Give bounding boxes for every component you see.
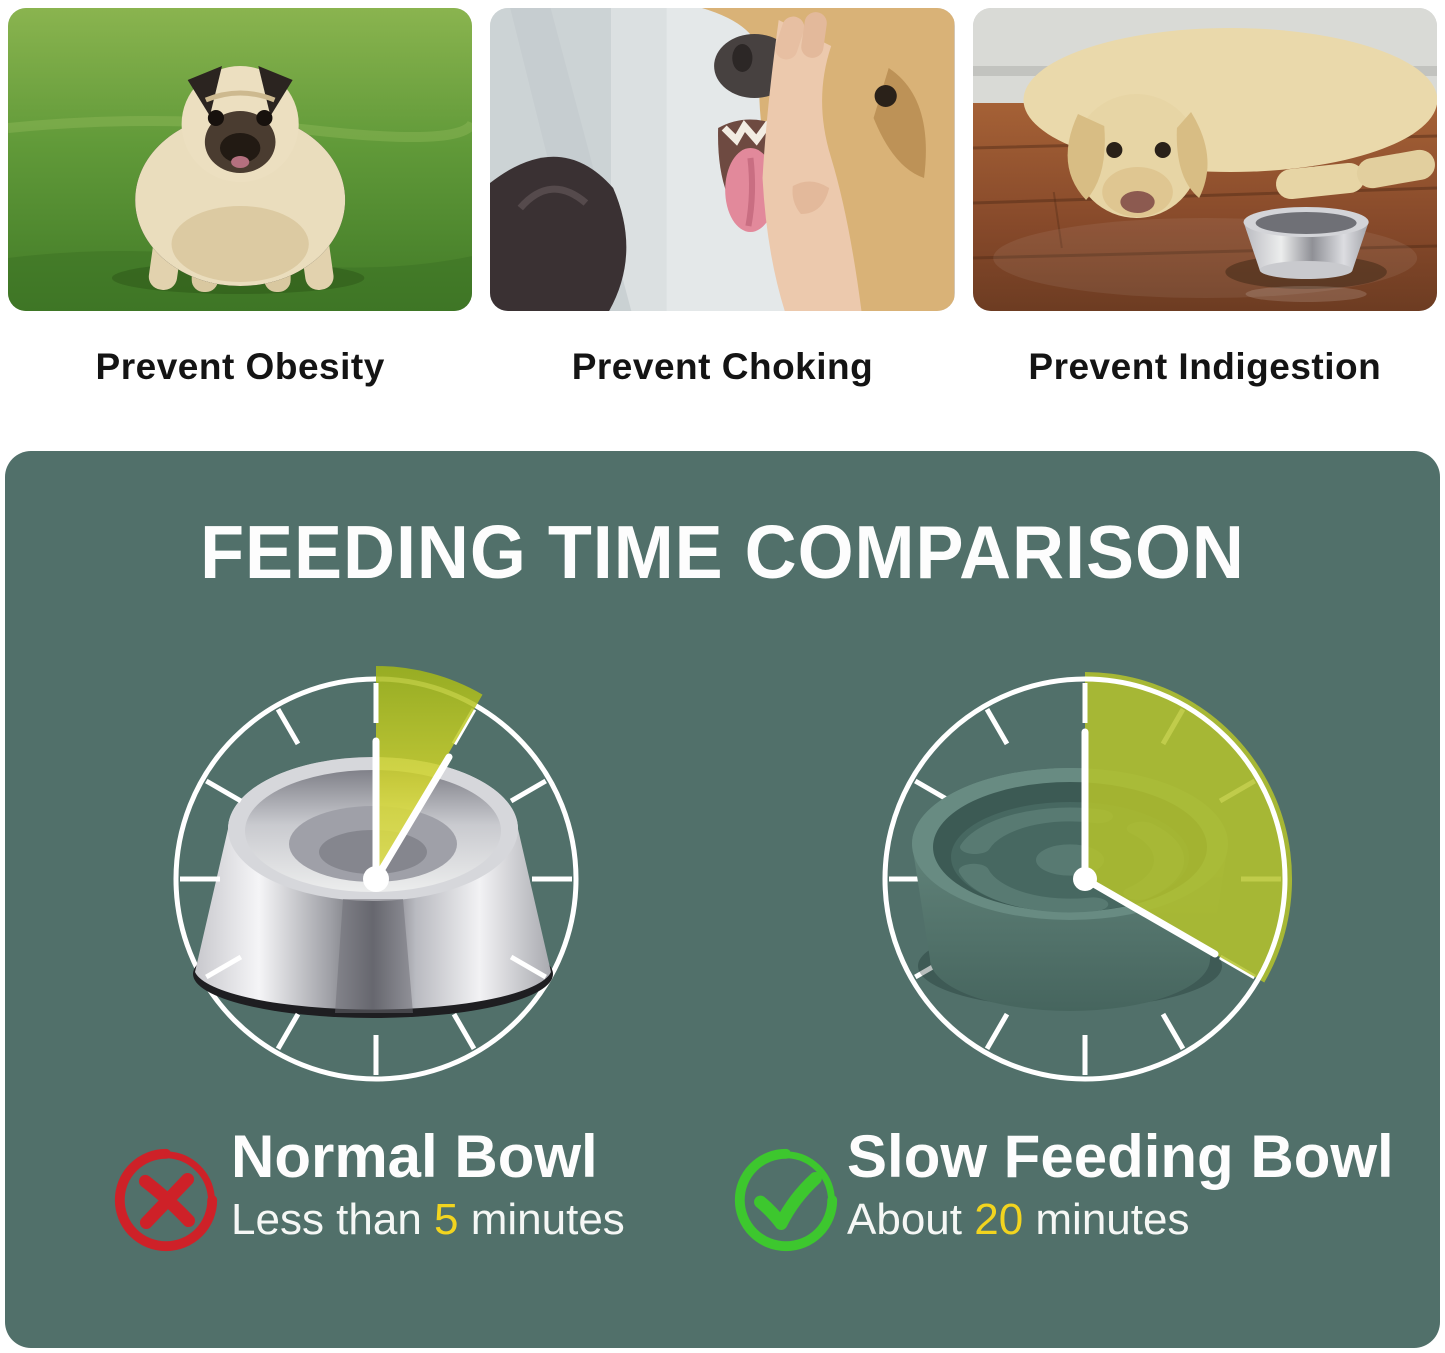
five-minute-wedge xyxy=(376,666,483,879)
slow-feeding-bowl-name: Slow Feeding Bowl xyxy=(847,1123,1394,1190)
normal-bowl-name: Normal Bowl xyxy=(231,1123,598,1190)
slow-bowl-minutes-number: 20 xyxy=(974,1195,1024,1244)
normal-bowl-minutes-number: 5 xyxy=(434,1195,459,1244)
clock-hands xyxy=(372,737,453,883)
caption-row: Prevent Obesity Prevent Choking Prevent … xyxy=(8,346,1437,388)
panel-title: FEEDING TIME COMPARISON xyxy=(200,510,1245,594)
normal-bowl-label: Normal Bowl Less than 5 minutes xyxy=(231,1125,625,1245)
pug-illustration xyxy=(135,66,346,292)
caption-prevent-obesity: Prevent Obesity xyxy=(95,346,385,387)
steel-bowl-small xyxy=(1225,207,1387,302)
feeding-time-comparison-panel: FEEDING TIME COMPARISON xyxy=(5,451,1440,1348)
slow-feeding-bowl-label: Slow Feeding Bowl About 20 minutes xyxy=(847,1125,1394,1245)
person-arm xyxy=(762,12,862,311)
clock-normal-bowl xyxy=(161,664,591,1094)
check-icon xyxy=(727,1141,845,1259)
clock-ring xyxy=(882,676,1288,1082)
slow-feeding-bowl-time: About 20 minutes xyxy=(847,1195,1190,1244)
person-hair xyxy=(490,156,627,311)
photo-card-obesity xyxy=(8,8,473,311)
labrador-illustration xyxy=(1023,28,1437,218)
clock-hands xyxy=(1081,728,1219,958)
caption-prevent-indigestion: Prevent Indigestion xyxy=(1028,346,1382,387)
pug-on-grass-photo xyxy=(8,8,473,311)
cross-icon xyxy=(107,1141,225,1259)
mouth-check-photo xyxy=(490,8,955,311)
clock-slow-feeding-bowl xyxy=(870,664,1300,1094)
photo-row xyxy=(8,8,1437,311)
normal-bowl-time: Less than 5 minutes xyxy=(231,1195,625,1244)
photo-card-indigestion xyxy=(972,8,1437,311)
dog-by-bowl-photo xyxy=(972,8,1437,311)
photo-card-choking xyxy=(490,8,955,311)
caption-prevent-choking: Prevent Choking xyxy=(571,346,874,387)
clock-center-dot xyxy=(1073,867,1097,891)
clock-center-dot xyxy=(363,866,389,892)
